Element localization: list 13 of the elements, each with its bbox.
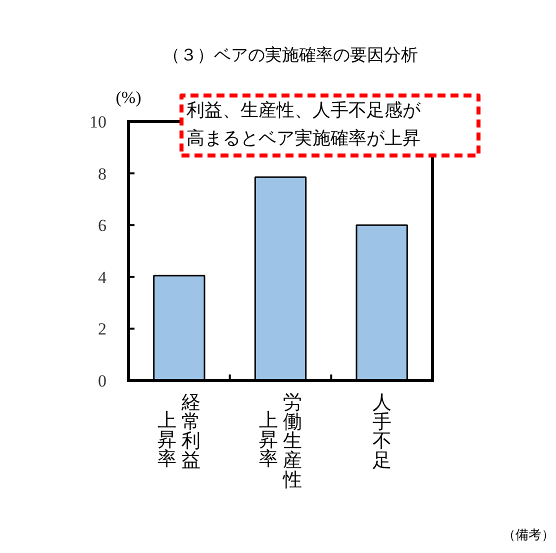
y-tick-label: 0 bbox=[98, 372, 106, 390]
y-tick-label: 2 bbox=[98, 320, 106, 339]
text: （備考） bbox=[502, 528, 554, 543]
y-tick-label: 6 bbox=[98, 216, 106, 236]
x-tick-label: 経常利益上昇率 bbox=[158, 392, 201, 472]
category-label: 労働生産性上昇率 bbox=[259, 392, 302, 491]
y-tick-label: 10 bbox=[90, 112, 106, 132]
annotation: 利益、生産性、人手不足感が高まるとベア実施確率が上昇 bbox=[186, 100, 422, 149]
y-axis-title: (%) bbox=[116, 88, 142, 107]
chart-title: （３）ベアの実施確率の要因分析 bbox=[163, 46, 418, 66]
x-tick-label: 人手不足 bbox=[372, 392, 392, 472]
y-tick-label: 4 bbox=[98, 268, 107, 287]
y-tick-label: 8 bbox=[98, 164, 106, 184]
